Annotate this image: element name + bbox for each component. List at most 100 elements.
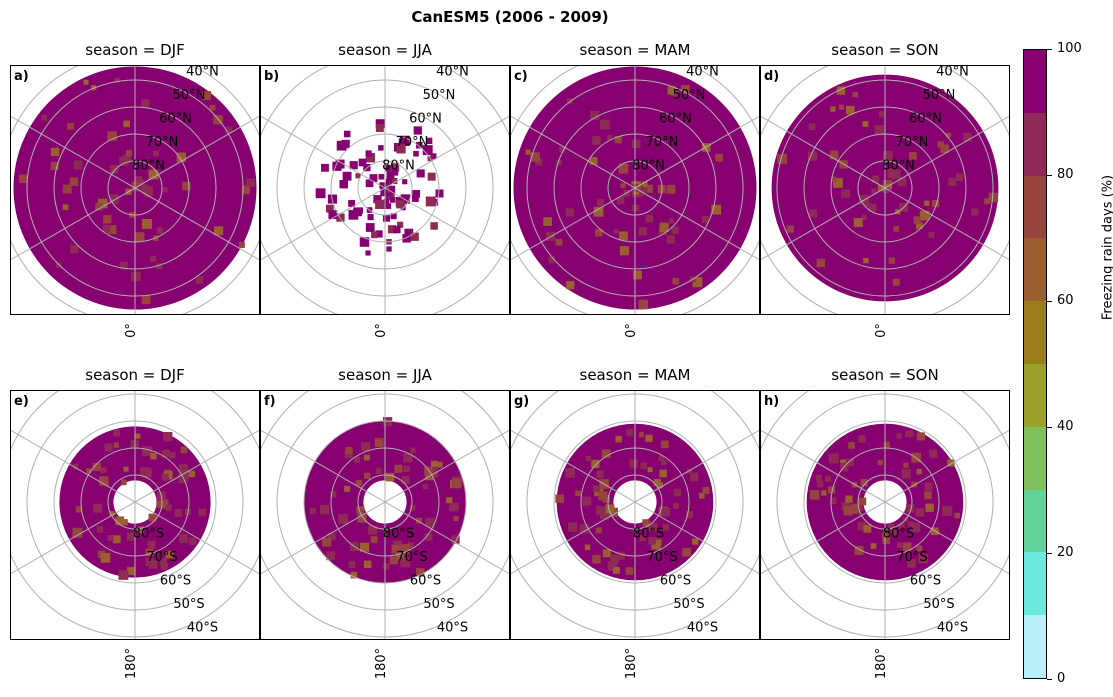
grid-cell — [379, 182, 386, 189]
grid-cell — [107, 131, 117, 141]
grid-cell — [425, 196, 436, 207]
panel-label: c) — [514, 69, 528, 84]
grid-cell — [616, 551, 625, 560]
meridian-line — [261, 429, 509, 575]
latitude-label: 80°N — [882, 159, 915, 174]
grid-cell — [565, 467, 576, 478]
colorbar-tick — [1047, 175, 1052, 176]
grid-cell — [395, 552, 405, 561]
panel-title: season = MAM — [579, 366, 691, 384]
grid-cell — [107, 225, 117, 235]
grid-cell — [699, 492, 705, 499]
grid-cell — [594, 228, 603, 237]
grid-cell — [156, 227, 164, 234]
grid-cell — [425, 517, 436, 528]
grid-cell — [378, 145, 384, 151]
grid-cell — [907, 521, 915, 529]
panel-title: season = DJF — [85, 366, 185, 384]
grid-cell — [946, 132, 952, 138]
grid-cell — [607, 134, 613, 140]
grid-cell — [424, 466, 433, 476]
grid-cell — [100, 467, 107, 474]
grid-cell — [102, 224, 111, 233]
grid-cell — [383, 563, 390, 570]
latitude-label: 50°N — [173, 88, 206, 103]
grid-cell — [988, 192, 999, 203]
grid-cell — [893, 225, 900, 232]
grid-cell — [397, 221, 404, 228]
grid-cell — [715, 153, 724, 162]
latitude-label: 70°S — [646, 550, 677, 565]
grid-cell — [913, 216, 921, 224]
grid-cell — [619, 246, 630, 256]
latitude-label: 40°N — [186, 65, 219, 80]
grid-cell — [142, 446, 153, 457]
grid-cell — [148, 513, 157, 522]
grid-cell — [639, 534, 646, 542]
grid-cell — [378, 173, 385, 180]
colorbar-segment — [1024, 112, 1046, 176]
grid-cell — [428, 468, 439, 478]
colorbar-segment — [1024, 615, 1046, 678]
grid-cell — [363, 560, 372, 569]
meridian-line — [511, 429, 759, 575]
grid-cell — [424, 533, 433, 541]
grid-cell — [642, 181, 648, 187]
grid-cell — [450, 502, 459, 512]
grid-cell — [638, 299, 649, 310]
latitude-label: 50°S — [673, 597, 704, 612]
grid-cell — [123, 120, 130, 128]
latitude-label: 70°N — [396, 135, 429, 150]
map-panel: 80°S 70°S 60°S 50°S 40°S e) — [10, 390, 260, 640]
grid-cell — [99, 476, 109, 486]
grid-cell — [356, 207, 363, 214]
grid-cell — [136, 179, 144, 187]
grid-cell — [877, 459, 883, 466]
grid-cell — [863, 524, 872, 533]
grid-cell — [963, 132, 972, 142]
grid-cell — [209, 104, 216, 111]
grid-cell — [386, 171, 395, 180]
colorbar-label: Freezing rain days (%) — [1100, 174, 1113, 321]
grid-cell — [159, 499, 169, 509]
grid-cell — [633, 188, 640, 195]
grid-cell — [567, 522, 578, 532]
grid-cell — [662, 523, 670, 531]
grid-cell — [165, 550, 174, 559]
grid-cell — [141, 99, 150, 108]
grid-cell — [225, 126, 233, 134]
grid-cell — [92, 462, 101, 472]
meridian-line — [11, 115, 259, 261]
grid-cell — [109, 194, 120, 204]
meridian-line — [261, 115, 509, 261]
grid-cell — [896, 433, 903, 439]
grid-cell — [940, 144, 949, 153]
grid-cell — [422, 484, 428, 490]
latitude-label: 40°S — [187, 620, 218, 635]
meridian-line — [11, 429, 259, 575]
grid-cell — [942, 505, 953, 516]
grid-cell — [195, 276, 204, 284]
grid-cell — [625, 567, 634, 575]
latitude-label: 60°S — [660, 573, 691, 588]
grid-cell — [860, 478, 868, 487]
panel-label: g) — [514, 394, 530, 409]
grid-cell — [163, 432, 173, 442]
grid-cell — [808, 209, 818, 218]
figure-title: CanESM5 (2006 - 2009) — [411, 8, 609, 26]
grid-cell — [616, 196, 625, 205]
grid-cell — [887, 523, 895, 531]
grid-cell — [238, 241, 245, 248]
grid-cell — [852, 91, 859, 98]
grid-cell — [836, 86, 846, 95]
grid-cell — [198, 508, 207, 517]
grid-cell — [365, 179, 374, 188]
grid-cell — [896, 542, 903, 548]
latitude-label: 40°S — [687, 620, 718, 635]
grid-cell — [400, 557, 411, 568]
grid-cell — [659, 469, 668, 478]
grid-cell — [579, 524, 589, 534]
grid-cell — [367, 214, 374, 221]
grid-cell — [176, 152, 186, 162]
grid-cell — [391, 169, 399, 176]
